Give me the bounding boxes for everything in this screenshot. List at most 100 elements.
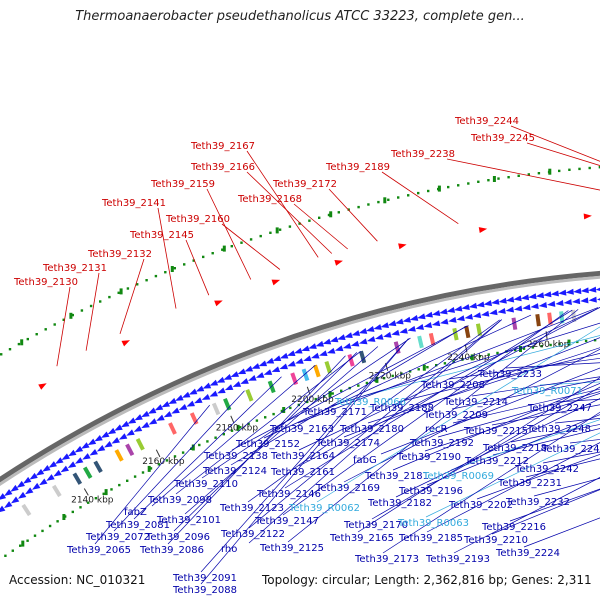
lower-leader-line [200, 338, 409, 573]
forward-gene-arrow [186, 400, 195, 407]
upper-gene-label[interactable]: Teth39_2141 [101, 198, 166, 209]
lower-gene-label[interactable]: recR [425, 424, 448, 435]
lower-gene-label[interactable]: Teth39_2233 [477, 369, 542, 380]
lower-gene-label[interactable]: Teth39_2215 [463, 426, 528, 437]
lower-gene-label[interactable]: Teth39_2146 [256, 489, 321, 500]
lower-gene-label[interactable]: Teth39_2181 [364, 471, 429, 482]
gc-dot [417, 368, 420, 371]
upper-gene-label[interactable]: Teth39_2244 [454, 116, 519, 127]
lower-gene-label[interactable]: Teth39_2101 [156, 515, 221, 526]
lower-gene-label[interactable]: Teth39_2218 [482, 443, 547, 454]
gc-peak [422, 364, 426, 371]
forward-gene-arrow [431, 310, 441, 316]
lower-gene-label[interactable]: Teth39_2124 [202, 466, 267, 477]
lower-gene-label[interactable]: Teth39_2196 [398, 486, 463, 497]
lower-gene-label[interactable]: Teth39_2190 [396, 452, 461, 463]
lower-gene-label[interactable]: Teth39_2096 [145, 532, 210, 543]
lower-gene-label[interactable]: Teth39_2231 [497, 478, 562, 489]
upper-gene-label[interactable]: Teth39_2160 [165, 214, 230, 225]
forward-gene-arrow [87, 438, 97, 446]
forward-gene-arrow [456, 315, 465, 322]
lower-gene-label[interactable]: Teth39_2163 [269, 424, 334, 435]
upper-gene-label[interactable]: Teth39_2159 [150, 179, 215, 190]
upper-gene-label[interactable]: Teth39_2172 [272, 179, 337, 190]
lower-gene-label[interactable]: Teth39_2224 [495, 548, 560, 559]
lower-gene-label[interactable]: Teth39_2170 [343, 520, 408, 531]
lower-gene-label[interactable]: Teth39_2174 [315, 438, 380, 449]
lower-gene-label[interactable]: Teth39_2125 [259, 543, 324, 554]
lower-gene-label[interactable]: fabG [353, 455, 377, 466]
lower-gene-label[interactable]: Teth39_2182 [367, 498, 432, 509]
lower-gene-label[interactable]: Teth39_2208 [420, 380, 485, 391]
lower-gene-label[interactable]: Teth39_2212 [464, 456, 529, 467]
lower-leader-line [382, 411, 600, 554]
lower-gene-label[interactable]: Teth39_2247 [527, 403, 592, 414]
upper-gene-label[interactable]: Teth39_2132 [87, 249, 152, 260]
lower-gene-label[interactable]: Teth39_2110 [173, 479, 238, 490]
forward-gene-arrow [23, 476, 32, 484]
upper-gene-label[interactable]: Teth39_2130 [13, 277, 78, 288]
lower-gene-label[interactable]: Teth39_R0069 [422, 471, 494, 482]
forward-gene-arrow [230, 371, 240, 377]
lower-gene-label[interactable]: Teth39_2138 [203, 451, 268, 462]
lower-gene-label[interactable]: Teth39_2091 [172, 573, 237, 584]
upper-gene-label[interactable]: Teth39_2189 [325, 162, 390, 173]
lower-gene-label[interactable]: fabZ [124, 507, 147, 518]
lower-gene-label[interactable]: Teth39_2249 [541, 444, 600, 455]
lower-gene-label[interactable]: Teth39_2165 [329, 533, 394, 544]
upper-gene-label[interactable]: Teth39_2168 [237, 194, 302, 205]
gc-dot [331, 392, 334, 395]
gene-labels[interactable]: Teth39_2130 Teth39_2131 Teth39_2132 Teth39_… [13, 116, 600, 596]
lower-gene-label[interactable]: Teth39_2214 [443, 397, 508, 408]
gc-peak [191, 444, 195, 451]
upper-gene-label[interactable]: Teth39_2245 [470, 133, 535, 144]
lower-gene-label[interactable]: Teth39_2210 [463, 535, 528, 546]
lower-gene-label[interactable]: Teth39_2242 [514, 464, 579, 475]
lower-gene-label[interactable]: Teth39_2171 [302, 407, 367, 418]
lower-gene-label[interactable]: Teth39_2202 [448, 500, 513, 511]
lower-gene-label[interactable]: Teth39_2088 [172, 585, 237, 596]
upper-gene-label[interactable]: Teth39_2166 [190, 162, 255, 173]
lower-gene-label[interactable]: Teth39_R0063 [397, 518, 469, 529]
gc-dot [496, 351, 499, 355]
backbone-outer-ring [0, 270, 600, 483]
upper-gene-label[interactable]: Teth39_2167 [190, 141, 255, 152]
upper-gene-label[interactable]: Teth39_2238 [390, 149, 455, 160]
lower-gene-label[interactable]: Teth39_2072 [85, 532, 150, 543]
lower-gene-label[interactable]: Teth39_2216 [481, 522, 546, 533]
lower-gene-label[interactable]: Teth39_2081 [105, 520, 170, 531]
lower-gene-label[interactable]: Teth39_R0071 [511, 386, 583, 397]
forward-gene-arrow [453, 305, 463, 312]
lower-gene-label[interactable]: Teth39_2248 [526, 424, 591, 435]
lower-gene-label[interactable]: rho [221, 544, 237, 555]
lower-gene-label[interactable]: Teth39_R0066 [334, 397, 406, 408]
lower-gene-label[interactable]: Teth39_2192 [409, 438, 474, 449]
lower-gene-label[interactable]: Teth39_2180 [339, 424, 404, 435]
lower-gene-label[interactable]: Teth39_2147 [254, 516, 319, 527]
lower-gene-label[interactable]: Teth39_2232 [505, 497, 570, 508]
lower-gene-label[interactable]: Teth39_2122 [220, 529, 285, 540]
forward-gene-arrow [114, 424, 123, 431]
lower-gene-label[interactable]: Teth39_2098 [147, 495, 212, 506]
lower-gene-label[interactable]: Teth39_2065 [66, 545, 131, 556]
forward-gene-arrow [141, 410, 150, 418]
lower-leader-line [425, 432, 600, 518]
lower-gene-label[interactable]: Teth39_2173 [354, 554, 419, 565]
lower-gene-label[interactable]: Teth39_2161 [270, 467, 335, 478]
forward-gene-arrow [223, 374, 233, 380]
forward-gene-arrow [35, 468, 45, 476]
upper-gene-label[interactable]: Teth39_2131 [42, 263, 107, 274]
lower-gene-label[interactable]: Teth39_2086 [139, 545, 204, 556]
upper-gene-label[interactable]: Teth39_2145 [129, 230, 194, 241]
lower-gene-label[interactable]: Teth39_2188 [369, 403, 434, 414]
forward-gene-arrow [141, 421, 150, 429]
lower-gene-label[interactable]: Teth39_2169 [315, 483, 380, 494]
lower-gene-label[interactable]: Teth39_2209 [423, 410, 488, 421]
lower-gene-label[interactable]: Teth39_2164 [270, 451, 335, 462]
lower-gene-label[interactable]: Teth39_R0062 [288, 503, 360, 514]
lower-gene-label[interactable]: Teth39_2185 [398, 533, 463, 544]
lower-gene-label[interactable]: Teth39_2193 [425, 554, 490, 565]
lower-gene-label[interactable]: Teth39_2152 [235, 439, 300, 450]
lower-gene-label[interactable]: Teth39_2123 [219, 503, 284, 514]
